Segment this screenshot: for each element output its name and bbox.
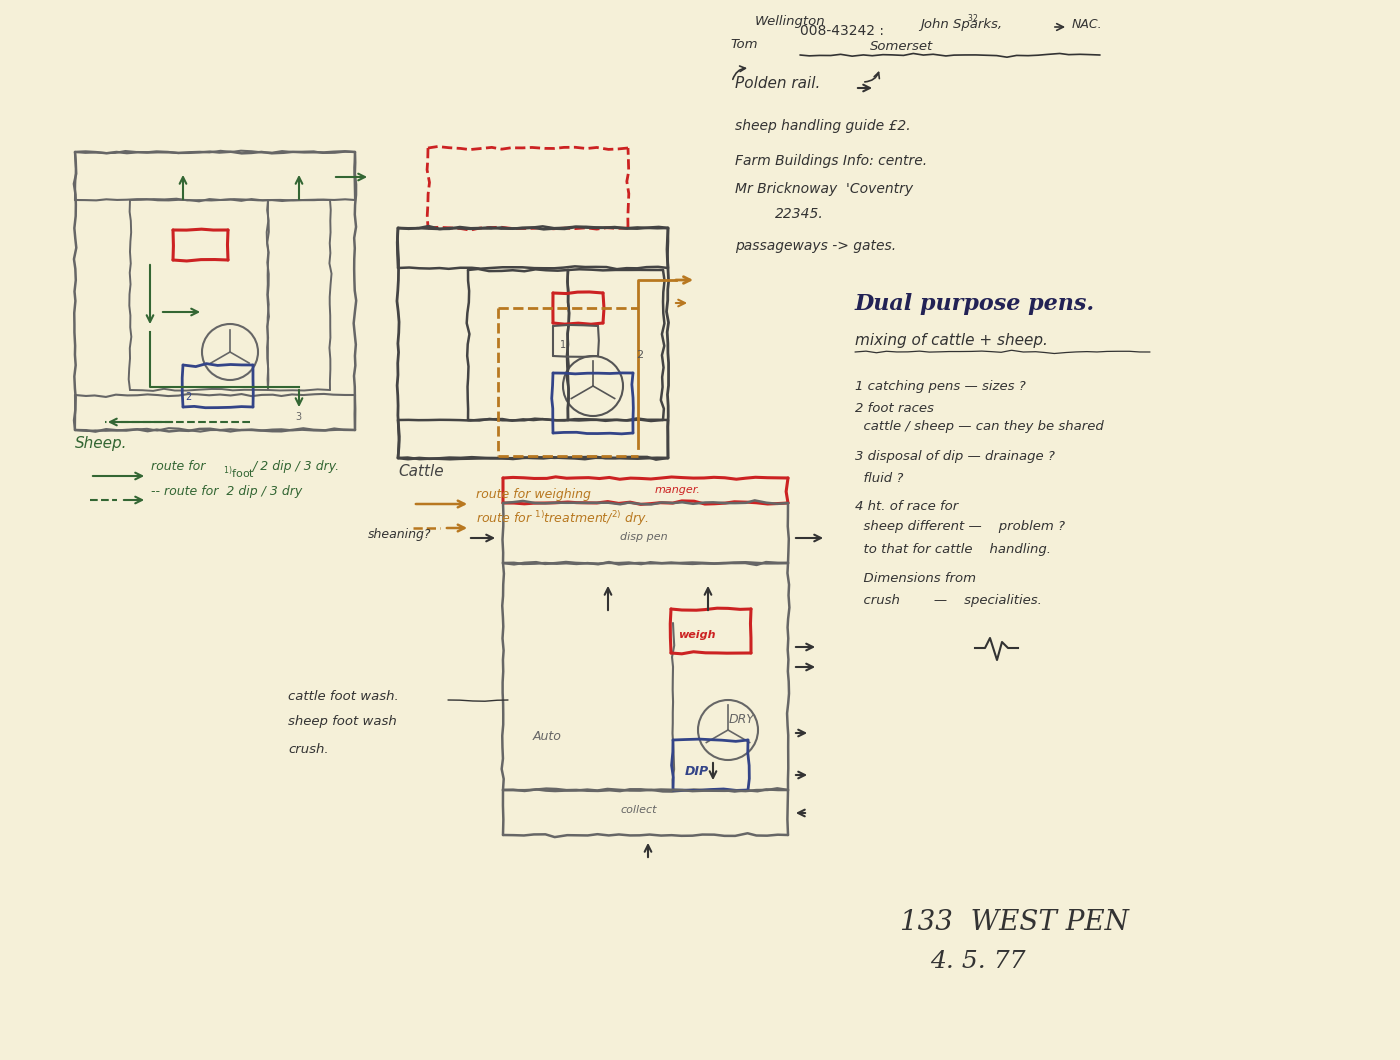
Text: 4. 5. 77: 4. 5. 77 bbox=[930, 950, 1025, 973]
Text: 3: 3 bbox=[295, 412, 301, 422]
Text: Tom: Tom bbox=[729, 38, 757, 51]
Text: 2: 2 bbox=[185, 392, 192, 402]
Text: / 2 dip / 3 dry.: / 2 dip / 3 dry. bbox=[253, 460, 340, 473]
Text: sheep foot wash: sheep foot wash bbox=[288, 716, 396, 728]
Text: sheaning?: sheaning? bbox=[368, 528, 431, 541]
Text: Farm Buildings Info: centre.: Farm Buildings Info: centre. bbox=[735, 154, 927, 167]
Text: mixing of cattle + sheep.: mixing of cattle + sheep. bbox=[855, 333, 1047, 348]
Text: Cattle: Cattle bbox=[398, 464, 444, 479]
Text: disp pen: disp pen bbox=[620, 532, 668, 542]
Text: 1: 1 bbox=[560, 340, 566, 350]
Text: John Sparks,: John Sparks, bbox=[920, 18, 1002, 31]
Text: DRY: DRY bbox=[729, 713, 755, 726]
Text: Mr Bricknoway  'Coventry: Mr Bricknoway 'Coventry bbox=[735, 182, 913, 196]
Text: -- route for  2 dip / 3 dry: -- route for 2 dip / 3 dry bbox=[151, 485, 302, 498]
Text: fluid ?: fluid ? bbox=[855, 472, 903, 485]
Text: cattle / sheep — can they be shared: cattle / sheep — can they be shared bbox=[855, 420, 1103, 432]
Text: crush        —    specialities.: crush — specialities. bbox=[855, 594, 1042, 607]
Text: passageways -> gates.: passageways -> gates. bbox=[735, 238, 896, 253]
Text: weigh: weigh bbox=[678, 630, 715, 640]
Text: manger.: manger. bbox=[655, 485, 701, 495]
Text: Dual purpose pens.: Dual purpose pens. bbox=[855, 293, 1095, 315]
Text: 1 catching pens — sizes ?: 1 catching pens — sizes ? bbox=[855, 379, 1026, 393]
Text: Polden rail.: Polden rail. bbox=[735, 76, 820, 91]
Text: 133  WEST PEN: 133 WEST PEN bbox=[900, 909, 1128, 936]
Text: 4 ht. of race for: 4 ht. of race for bbox=[855, 500, 958, 513]
Text: 3 disposal of dip — drainage ?: 3 disposal of dip — drainage ? bbox=[855, 450, 1054, 463]
Text: route for weighing: route for weighing bbox=[476, 488, 591, 501]
Text: $^{1)}$foot: $^{1)}$foot bbox=[223, 464, 255, 481]
Text: Dimensions from: Dimensions from bbox=[855, 572, 976, 585]
Text: Sheep.: Sheep. bbox=[76, 436, 127, 450]
Text: to that for cattle    handling.: to that for cattle handling. bbox=[855, 543, 1051, 556]
Text: collect: collect bbox=[620, 805, 657, 815]
Text: sheep different —    problem ?: sheep different — problem ? bbox=[855, 520, 1065, 533]
Text: Auto: Auto bbox=[533, 730, 561, 743]
Text: NAC.: NAC. bbox=[1072, 18, 1103, 31]
Text: $^{32}$: $^{32}$ bbox=[967, 14, 979, 24]
Text: 22345.: 22345. bbox=[776, 207, 823, 220]
Text: crush.: crush. bbox=[288, 743, 329, 756]
Text: 2 foot races: 2 foot races bbox=[855, 402, 934, 416]
Text: 2: 2 bbox=[636, 350, 643, 360]
Text: route for $^{1)}$treatment/$^{2)}$ dry.: route for $^{1)}$treatment/$^{2)}$ dry. bbox=[476, 509, 650, 528]
Text: cattle foot wash.: cattle foot wash. bbox=[288, 690, 399, 703]
Text: DIP: DIP bbox=[685, 765, 710, 778]
Text: Somerset: Somerset bbox=[869, 40, 934, 53]
Text: route for: route for bbox=[151, 460, 206, 473]
Text: Wellington: Wellington bbox=[755, 15, 826, 28]
Text: 008-43242 :: 008-43242 : bbox=[799, 24, 883, 38]
Text: sheep handling guide £2.: sheep handling guide £2. bbox=[735, 119, 910, 132]
